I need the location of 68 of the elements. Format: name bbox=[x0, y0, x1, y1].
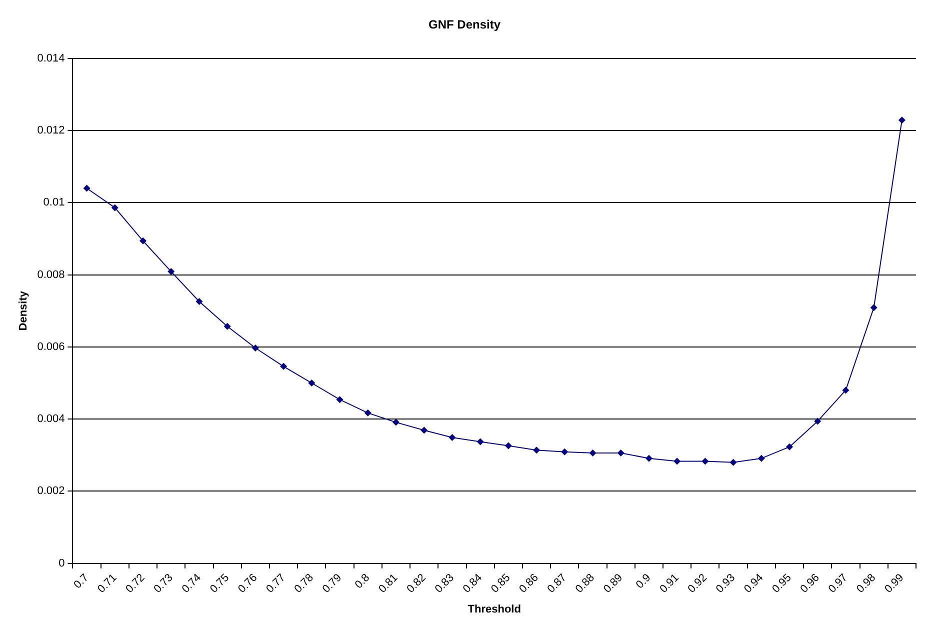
point bbox=[168, 268, 175, 276]
point bbox=[420, 426, 428, 434]
point bbox=[674, 458, 681, 465]
x-tick-label: 0.91 bbox=[658, 572, 682, 596]
x-tick-label: 0.86 bbox=[517, 572, 541, 596]
x-tick-label: 0.78 bbox=[292, 572, 316, 596]
point bbox=[758, 454, 765, 462]
x-tick-label: 0.9 bbox=[634, 572, 654, 592]
x-tick-label: 0.74 bbox=[180, 572, 204, 596]
point bbox=[561, 448, 568, 456]
y-tick-label: 0.002 bbox=[37, 485, 65, 498]
x-tick-label: 0.82 bbox=[404, 572, 428, 596]
point bbox=[252, 344, 259, 352]
point bbox=[870, 304, 878, 312]
x-tick-label: 0.83 bbox=[432, 572, 456, 596]
y-tick-label: 0 bbox=[58, 557, 65, 570]
x-tick-label: 0.89 bbox=[601, 572, 626, 596]
point bbox=[280, 362, 288, 370]
x-tick-label: 0.8 bbox=[352, 572, 372, 592]
y-tick-label: 0.008 bbox=[37, 268, 65, 281]
y-tick-label: 0.01 bbox=[43, 196, 65, 209]
point bbox=[504, 442, 512, 450]
y-tick-label: 0.004 bbox=[37, 413, 65, 426]
point bbox=[898, 116, 906, 124]
point bbox=[140, 237, 146, 244]
x-tick-label: 0.98 bbox=[854, 572, 878, 596]
x-tick-label: 0.75 bbox=[208, 572, 232, 596]
y-tick-label: 0.012 bbox=[37, 124, 65, 137]
point bbox=[364, 409, 372, 416]
x-axis-title: Threshold bbox=[468, 603, 521, 616]
x-tick-label: 0.7 bbox=[72, 572, 92, 592]
x-tick-label: 0.71 bbox=[96, 572, 120, 596]
point bbox=[702, 458, 709, 465]
x-tick-label: 0.85 bbox=[489, 572, 513, 596]
x-tick-label: 0.94 bbox=[742, 572, 766, 596]
x-tick-label: 0.96 bbox=[798, 572, 822, 596]
point bbox=[336, 396, 344, 404]
y-axis-title: Density bbox=[18, 290, 30, 331]
point bbox=[589, 449, 596, 456]
x-tick-label: 0.99 bbox=[882, 572, 906, 596]
point bbox=[448, 434, 456, 441]
x-tick-label: 0.73 bbox=[152, 572, 176, 596]
y-tick-label: 0.014 bbox=[37, 52, 65, 64]
point bbox=[617, 449, 624, 456]
point bbox=[533, 446, 540, 454]
y-tick-label: 0.006 bbox=[37, 340, 65, 353]
x-tick-label: 0.95 bbox=[770, 572, 794, 596]
point bbox=[645, 454, 652, 462]
point bbox=[476, 438, 484, 446]
x-tick-label: 0.76 bbox=[236, 572, 260, 596]
point bbox=[392, 418, 400, 426]
point bbox=[786, 443, 794, 450]
point bbox=[224, 322, 231, 330]
x-tick-label: 0.79 bbox=[320, 572, 344, 596]
chart-title: GNF Density bbox=[428, 18, 501, 32]
point bbox=[196, 298, 203, 305]
x-tick-label: 0.88 bbox=[573, 572, 598, 596]
point bbox=[842, 386, 850, 394]
x-tick-label: 0.81 bbox=[376, 572, 400, 596]
x-tick-label: 0.92 bbox=[686, 572, 710, 596]
x-tick-label: 0.72 bbox=[124, 572, 148, 596]
point bbox=[111, 204, 118, 212]
point bbox=[83, 184, 90, 192]
x-tick-label: 0.93 bbox=[714, 572, 738, 596]
point bbox=[730, 458, 737, 466]
point bbox=[814, 418, 822, 425]
point bbox=[308, 379, 316, 386]
x-tick-label: 0.84 bbox=[460, 572, 485, 596]
